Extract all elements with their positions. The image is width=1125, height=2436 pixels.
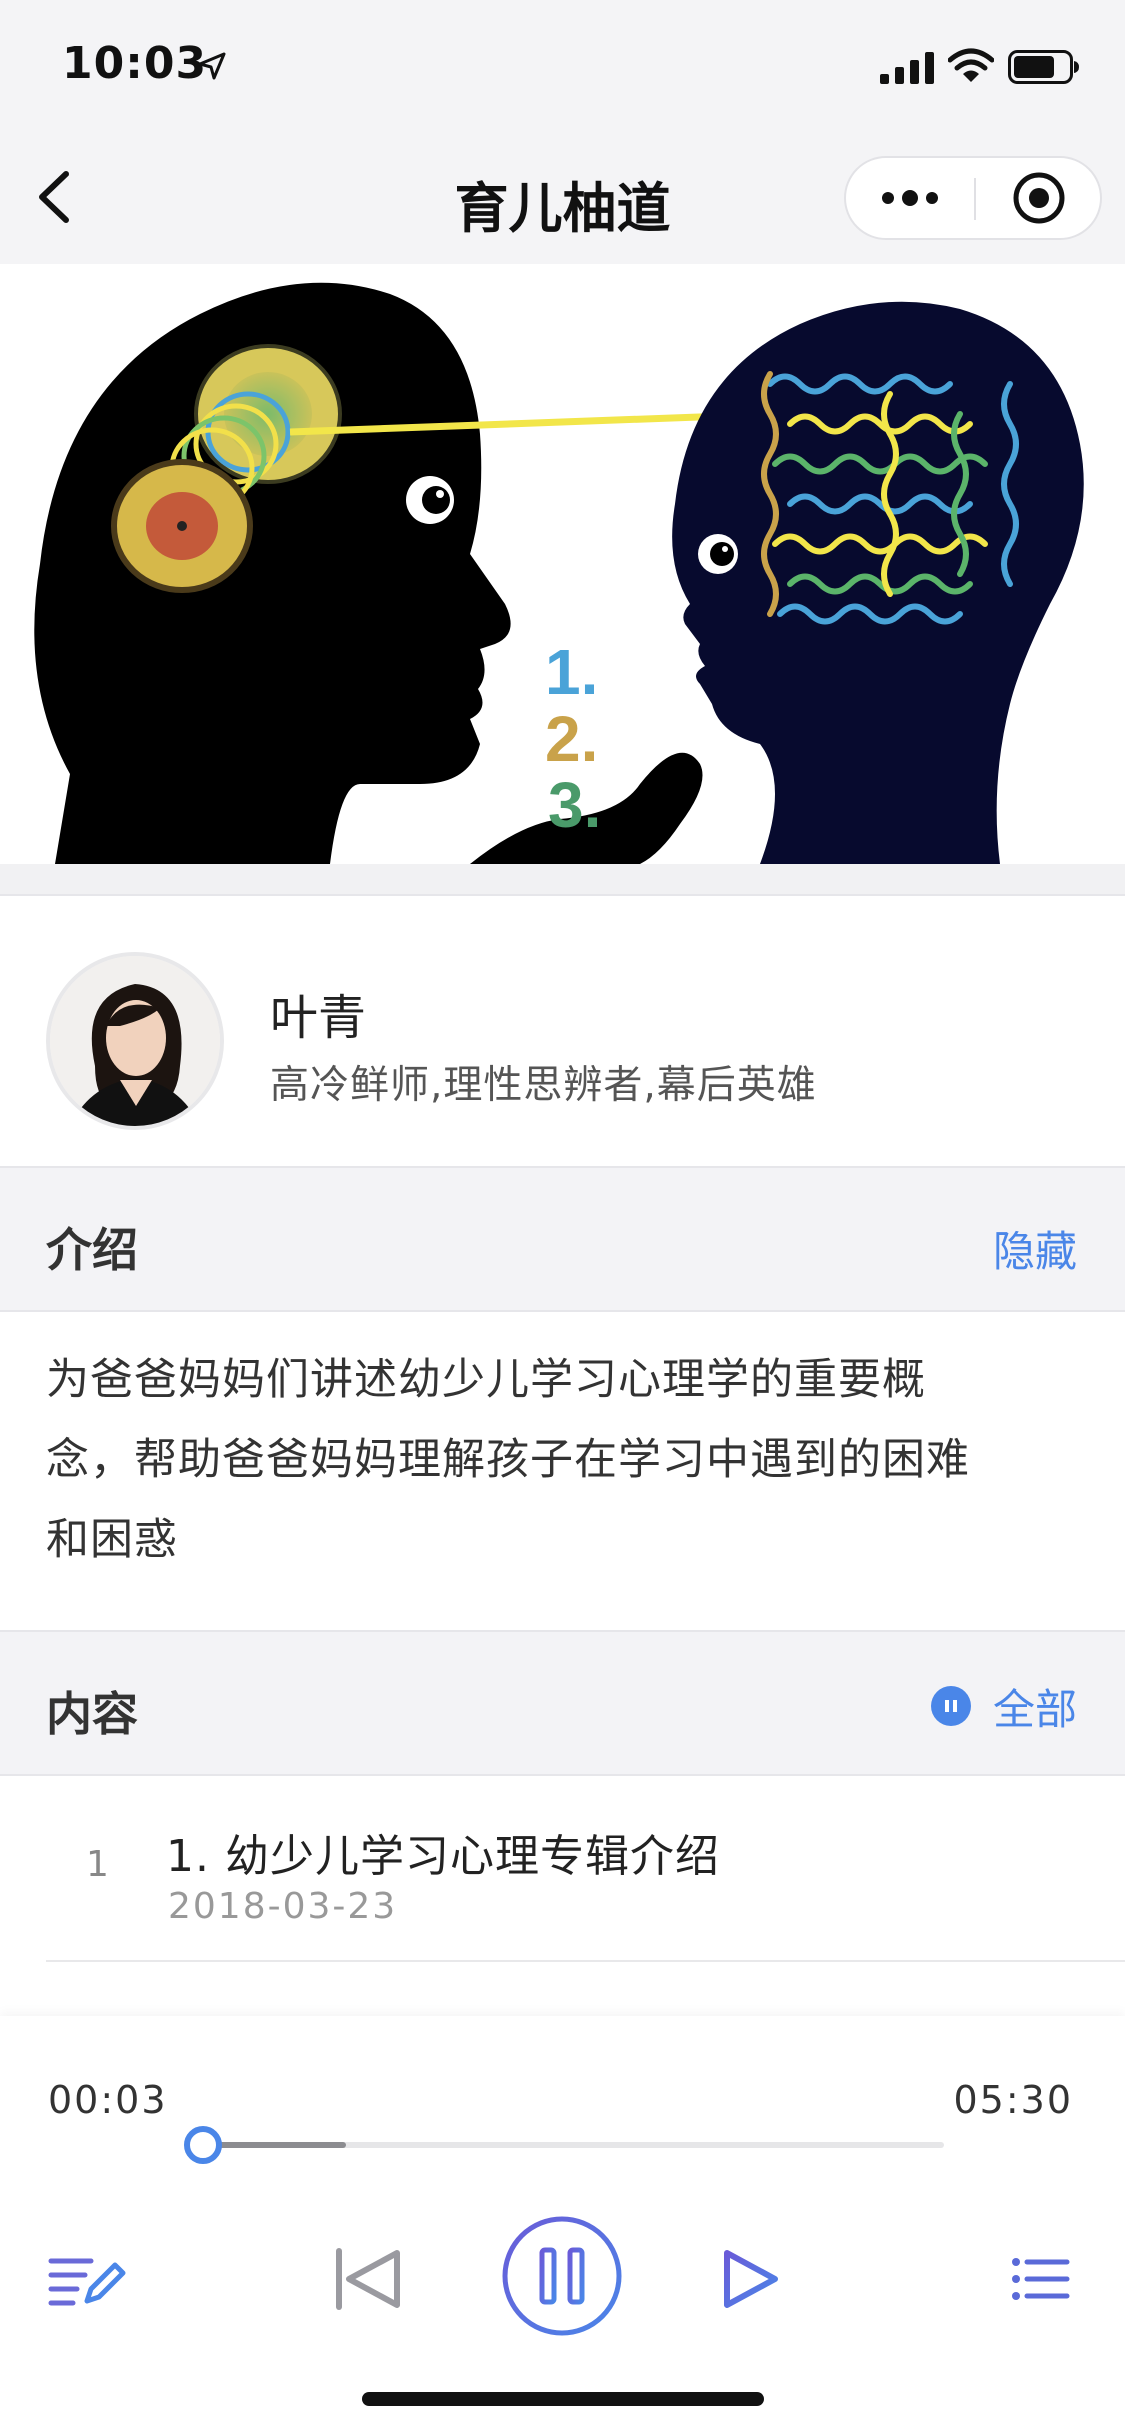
nav-bar: 育儿柚道 (0, 132, 1125, 264)
hide-intro-button[interactable]: 隐藏 (992, 1227, 1077, 1276)
next-button[interactable] (712, 2236, 800, 2322)
location-arrow-icon (198, 52, 226, 80)
episode-list: 1 1. 幼少儿学习心理专辑介绍 2018-03-23 (0, 1776, 1125, 2016)
banner-number-3: 3. (548, 769, 601, 841)
play-pause-button[interactable] (500, 2214, 624, 2338)
avatar[interactable] (46, 952, 224, 1130)
playlist-icon (1012, 2258, 1070, 2300)
status-time: 10:03 (62, 38, 208, 89)
more-button[interactable] (846, 158, 974, 238)
wifi-icon (948, 48, 994, 82)
banner-divider (0, 864, 1125, 896)
close-button[interactable] (976, 158, 1102, 238)
intro-header: 介绍 隐藏 (0, 1168, 1125, 1312)
skip-previous-icon (336, 2248, 400, 2310)
intro-title: 介绍 (46, 1223, 138, 1277)
previous-button[interactable] (324, 2236, 412, 2322)
banner-number-2: 2. (545, 703, 598, 775)
current-time: 00:03 (48, 2078, 168, 2122)
show-all-button[interactable]: 全部 (930, 1678, 1077, 1734)
playlist-button[interactable] (998, 2236, 1084, 2322)
show-all-label: 全部 (992, 1684, 1077, 1734)
notes-button[interactable] (44, 2236, 130, 2322)
duration-time: 05:30 (953, 2078, 1073, 2122)
intro-body: 为爸爸妈妈们讲述幼少儿学习心理学的重要概 念，帮助爸爸妈妈理解孩子在学习中遇到的… (0, 1312, 1125, 1632)
status-bar: 10:03 (0, 0, 1125, 132)
capsule-divider (974, 178, 976, 220)
course-banner-image: 1. 2. 3. (0, 264, 1125, 864)
author-description: 高冷鲜师,理性思辨者,幕后英雄 (270, 1063, 817, 1108)
pause-icon (502, 2216, 622, 2336)
mini-program-capsule (844, 156, 1102, 240)
buffer-bar (196, 2142, 346, 2148)
content-title: 内容 (46, 1687, 138, 1741)
skip-next-icon (724, 2248, 788, 2310)
edit-note-icon (48, 2258, 126, 2306)
battery-icon (1008, 50, 1079, 84)
row-divider (46, 1960, 1125, 1962)
more-dots-icon (882, 190, 938, 206)
progress-knob[interactable] (183, 2126, 222, 2164)
episode-date: 2018-03-23 (168, 1886, 398, 1927)
episode-index: 1 (86, 1844, 109, 1885)
author-card[interactable]: 叶青 高冷鲜师,理性思辨者,幕后英雄 (0, 896, 1125, 1168)
target-close-icon (1013, 172, 1065, 224)
content-header: 内容 全部 (0, 1632, 1125, 1776)
episode-title: 1. 幼少儿学习心理专辑介绍 (166, 1831, 720, 1882)
pause-mini-icon (930, 1686, 971, 1726)
progress-slider[interactable] (183, 2126, 944, 2164)
home-indicator[interactable] (362, 2392, 764, 2406)
audio-player: 00:03 05:30 (0, 2016, 1125, 2436)
intro-line-2: 念，帮助爸爸妈妈理解孩子在学习中遇到的困难 (46, 1435, 970, 1485)
back-chevron-icon[interactable] (22, 162, 92, 232)
signal-icon (880, 52, 934, 84)
author-name: 叶青 (270, 990, 367, 1046)
intro-line-3: 和困惑 (46, 1515, 178, 1565)
list-item[interactable]: 1 1. 幼少儿学习心理专辑介绍 2018-03-23 (0, 1776, 1125, 1962)
intro-line-1: 为爸爸妈妈们讲述幼少儿学习心理学的重要概 (46, 1355, 926, 1405)
banner-number-1: 1. (545, 636, 598, 708)
